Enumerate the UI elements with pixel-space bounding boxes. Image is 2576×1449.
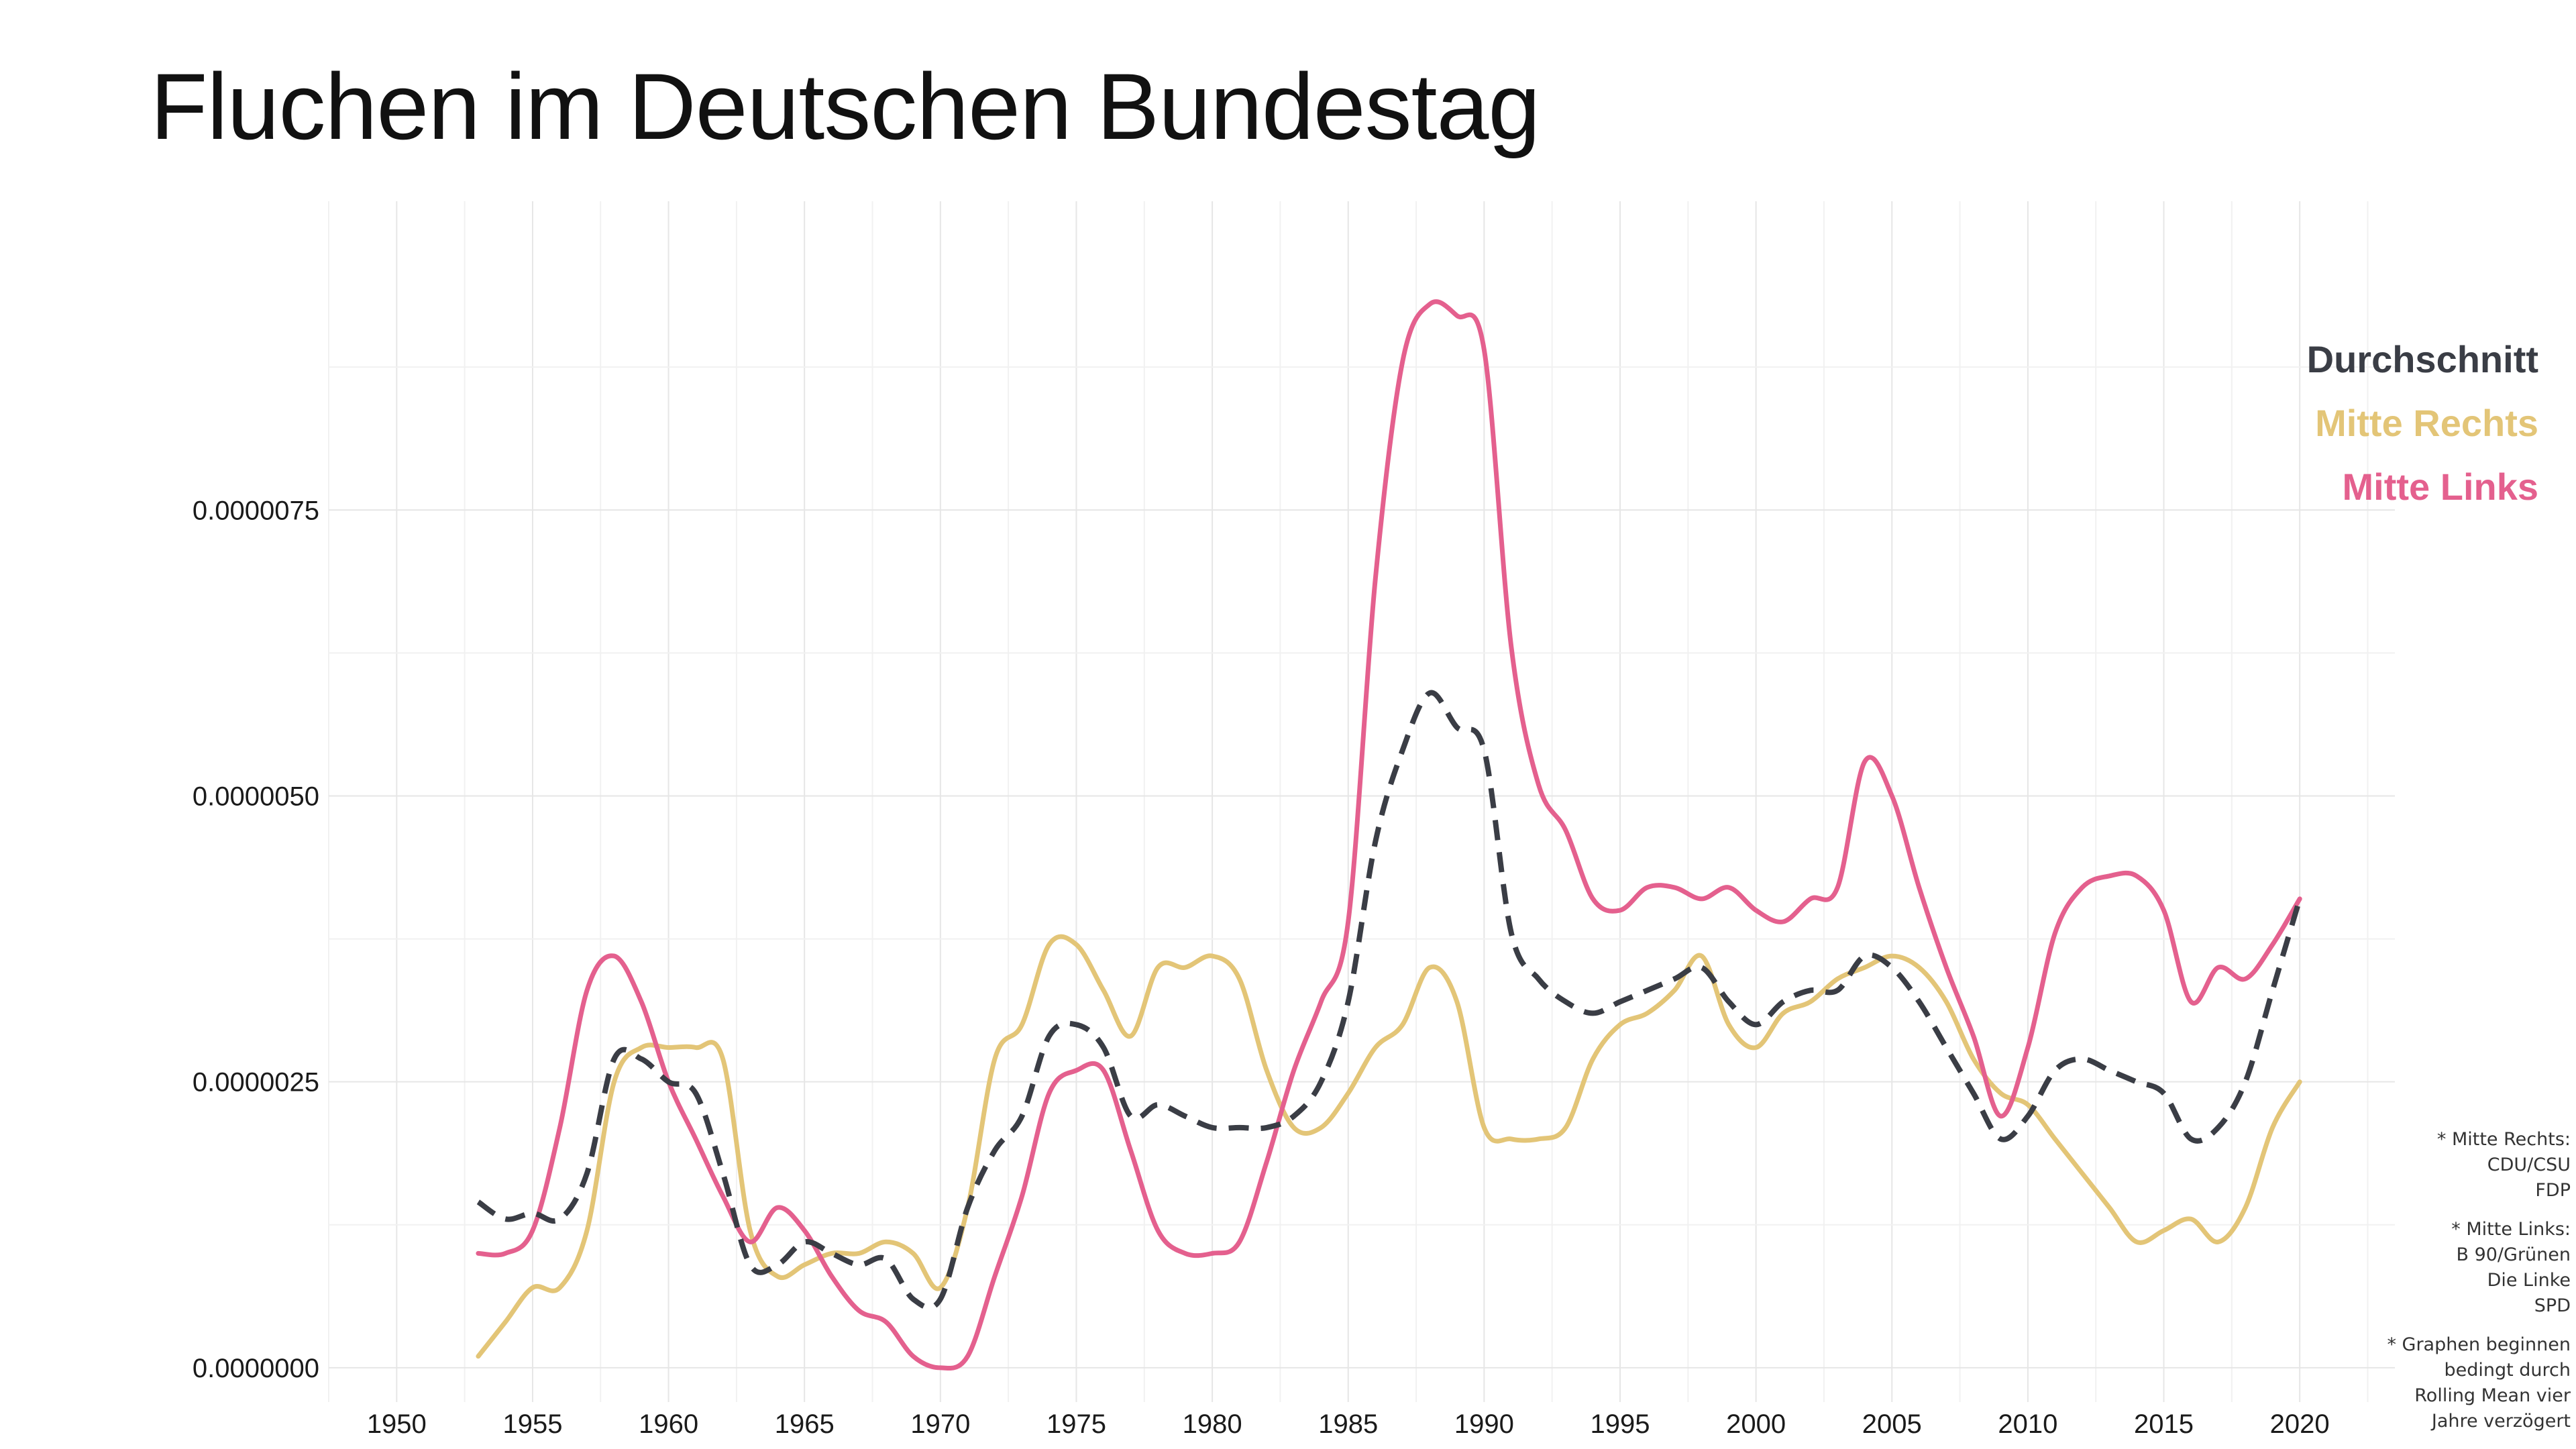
legend-item-mitte-rechts: Mitte Rechts <box>2315 402 2538 444</box>
note-line: CDU/CSU <box>2487 1155 2571 1175</box>
x-tick-label: 1975 <box>1046 1409 1106 1439</box>
note-line: Rolling Mean vier <box>2414 1385 2571 1406</box>
series-line-durchschnitt <box>476 690 2303 1311</box>
series-lines <box>476 299 2303 1371</box>
note-line: * Mitte Rechts: <box>2436 1129 2571 1150</box>
x-tick-label: 2005 <box>1862 1409 1922 1439</box>
note-line: B 90/Grünen <box>2456 1244 2571 1265</box>
x-tick-label: 1970 <box>910 1409 970 1439</box>
note-mitte-links: * Mitte Links: B 90/Grünen Die Linke SPD <box>2329 1217 2571 1319</box>
footnotes: * Mitte Rechts: CDU/CSU FDP * Mitte Link… <box>2329 1127 2571 1448</box>
grid <box>328 201 2395 1402</box>
y-tick-label: 0.0000000 <box>193 1354 319 1383</box>
note-line: * Graphen beginnen <box>2387 1334 2571 1355</box>
x-tick-label: 1980 <box>1183 1409 1242 1439</box>
x-tick-label: 1960 <box>639 1409 698 1439</box>
x-tick-label: 1990 <box>1454 1409 1514 1439</box>
note-line: Die Linke <box>2487 1270 2571 1291</box>
x-tick-label: 2020 <box>2270 1409 2330 1439</box>
x-tick-label: 1955 <box>502 1409 562 1439</box>
x-tick-label: 1995 <box>1591 1409 1650 1439</box>
x-tick-label: 1985 <box>1318 1409 1378 1439</box>
y-tick-label: 0.0000075 <box>193 496 319 525</box>
x-tick-label: 1950 <box>367 1409 427 1439</box>
note-mitte-rechts: * Mitte Rechts: CDU/CSU FDP <box>2329 1127 2571 1203</box>
x-axis-tick-labels: 1950 1955 1960 1965 1970 1975 1980 1985 1990 1995… <box>367 1409 2330 1439</box>
page-title: Fluchen im Deutschen Bundestag <box>150 54 1540 159</box>
note-line: SPD <box>2534 1295 2571 1316</box>
legend-item-durchschnitt: Durchschnitt <box>2307 338 2538 380</box>
note-graph-delay: * Graphen beginnen bedingt durch Rolling… <box>2329 1332 2571 1434</box>
x-tick-label: 2015 <box>2134 1409 2194 1439</box>
series-line-mitte-rechts <box>476 934 2302 1359</box>
y-tick-label: 0.0000050 <box>193 782 319 811</box>
x-tick-label: 2000 <box>1726 1409 1786 1439</box>
x-tick-label: 2010 <box>1998 1409 2057 1439</box>
note-line: bedingt durch <box>2444 1360 2571 1381</box>
y-axis-tick-labels: 0.0000000 0.0000025 0.0000050 0.0000075 <box>193 496 319 1383</box>
legend: Durchschnitt Mitte Rechts Mitte Links <box>2307 338 2538 508</box>
y-tick-label: 0.0000025 <box>193 1068 319 1097</box>
note-line: * Mitte Links: <box>2451 1219 2571 1240</box>
series-line-mitte-links <box>476 299 2302 1371</box>
note-line: Jahre verzögert <box>2431 1411 2571 1432</box>
x-tick-label: 1965 <box>775 1409 835 1439</box>
note-line: FDP <box>2535 1180 2571 1201</box>
legend-item-mitte-links: Mitte Links <box>2343 466 2538 508</box>
